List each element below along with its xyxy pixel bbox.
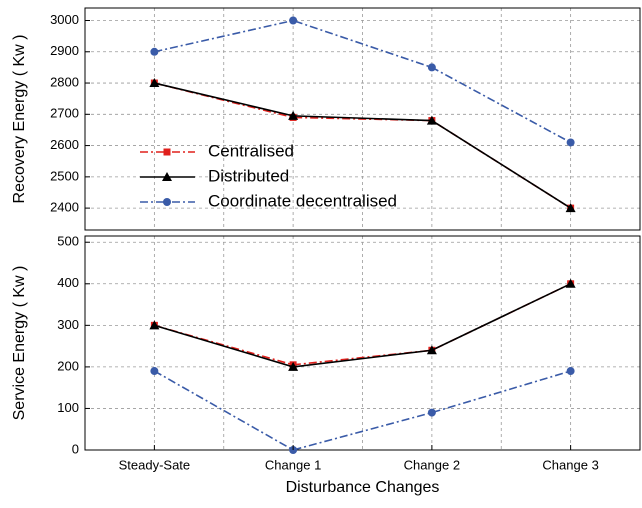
marker xyxy=(150,47,159,56)
x-tick-label: Change 3 xyxy=(542,457,598,472)
y-tick-label: 2700 xyxy=(50,106,79,121)
series-line xyxy=(154,283,571,366)
y-tick-label: 2500 xyxy=(50,168,79,183)
plot-frame xyxy=(84,7,641,231)
y-tick-label: 3000 xyxy=(50,12,79,27)
marker xyxy=(149,78,160,88)
y-axis-label: Service Energy ( Kw ) xyxy=(11,266,28,421)
marker xyxy=(289,16,298,25)
series-line xyxy=(154,19,572,144)
marker xyxy=(288,361,299,371)
y-tick-label: 2800 xyxy=(50,74,79,89)
marker xyxy=(426,345,437,355)
y-tick-label: 2900 xyxy=(50,43,79,58)
x-tick-label: Change 1 xyxy=(265,457,321,472)
legend-label: Coordinate decentralised xyxy=(208,191,397,210)
marker xyxy=(565,203,576,213)
marker xyxy=(566,138,575,147)
marker xyxy=(426,115,437,125)
marker xyxy=(566,367,575,376)
x-axis-label: Disturbance Changes xyxy=(286,479,440,496)
series-line xyxy=(154,283,571,368)
y-axis-label: Recovery Energy ( Kw ) xyxy=(11,35,28,204)
series-line xyxy=(154,82,572,209)
y-tick-label: 400 xyxy=(57,275,79,290)
y-tick-label: 0 xyxy=(72,441,79,456)
x-tick-label: Change 2 xyxy=(404,457,460,472)
plot-frame xyxy=(84,235,641,451)
marker xyxy=(149,320,160,330)
y-tick-label: 100 xyxy=(57,400,79,415)
y-tick-label: 2600 xyxy=(50,137,79,152)
legend-marker xyxy=(163,148,171,156)
marker xyxy=(565,278,576,288)
marker xyxy=(427,408,436,417)
marker xyxy=(427,63,436,72)
marker xyxy=(288,110,299,120)
series-line xyxy=(153,370,571,451)
y-tick-label: 2400 xyxy=(50,200,79,215)
y-tick-label: 500 xyxy=(57,234,79,249)
legend-label: Centralised xyxy=(208,141,294,160)
x-tick-label: Steady-Sate xyxy=(119,457,191,472)
legend-marker xyxy=(163,198,171,206)
y-tick-label: 300 xyxy=(57,317,79,332)
legend-marker xyxy=(162,172,172,181)
legend-label: Distributed xyxy=(208,166,289,185)
y-tick-label: 200 xyxy=(57,358,79,373)
marker xyxy=(150,367,159,376)
